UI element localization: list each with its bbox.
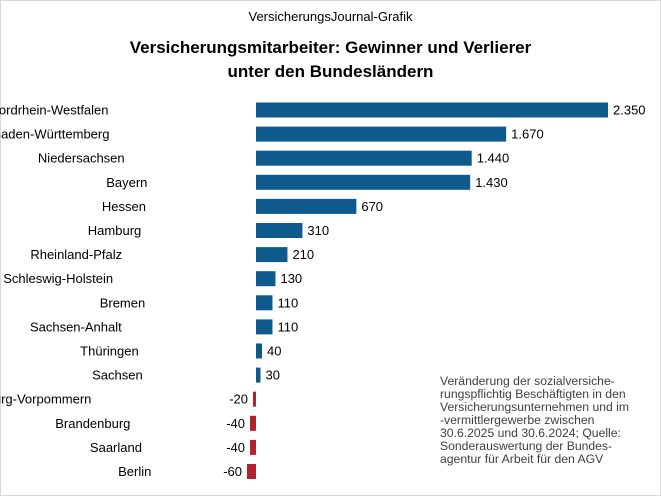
- bar: [256, 319, 273, 335]
- footnote-line: rungspflichtig Beschäftigten in den: [440, 387, 626, 401]
- bar: [256, 367, 261, 383]
- data-label: 30: [265, 368, 279, 383]
- bar: [256, 223, 303, 238]
- footnote-line: Veränderung der sozialversiche-: [440, 374, 615, 388]
- category-label: Brandenburg: [55, 416, 130, 431]
- bar: [250, 415, 256, 431]
- footnote-line: agentur für Arbeit für den AGV: [440, 452, 604, 466]
- source-label: VersicherungsJournal-Grafik: [248, 9, 413, 24]
- data-label: 110: [277, 295, 298, 310]
- category-label: Schleswig-Holstein: [3, 271, 113, 286]
- chart-title-line-1: Versicherungsmitarbeiter: Gewinner und V…: [129, 38, 532, 57]
- category-label: Thüringen: [80, 344, 139, 359]
- data-label: 110: [277, 319, 298, 334]
- category-label: Nordrhein-Westfalen: [0, 103, 109, 118]
- data-label: 40: [267, 344, 281, 359]
- data-label: -40: [226, 416, 245, 431]
- bar: [256, 295, 273, 311]
- data-label: 310: [307, 223, 329, 238]
- chart-title: Versicherungsmitarbeiter: Gewinner und V…: [0, 36, 661, 84]
- data-label: -20: [229, 392, 248, 407]
- bar: [253, 391, 256, 407]
- data-label: -60: [223, 464, 242, 479]
- bar: [256, 198, 357, 214]
- footnote-line: 30.6.2025 und 30.6.2024; Quelle:: [440, 426, 621, 440]
- bar: [250, 439, 256, 455]
- category-label: Berlin: [118, 464, 151, 479]
- data-label: -40: [226, 440, 245, 455]
- bar: [256, 271, 276, 287]
- category-label: Bremen: [100, 295, 146, 310]
- data-label: 670: [361, 199, 383, 214]
- bar: [256, 174, 471, 190]
- bar: [256, 247, 288, 263]
- category-label: Hamburg: [88, 223, 141, 238]
- category-label: Niedersachsen: [38, 151, 125, 166]
- category-label: Bayern: [106, 175, 147, 190]
- category-label: Sachsen: [92, 368, 143, 383]
- data-label: 1.430: [475, 175, 508, 190]
- category-label: Sachsen-Anhalt: [30, 319, 122, 334]
- data-label: 2.350: [613, 103, 646, 118]
- category-label: Hessen: [102, 199, 146, 214]
- data-label: 1.440: [477, 151, 510, 166]
- data-label: 1.670: [511, 127, 544, 142]
- bar: [256, 343, 262, 359]
- category-label: Mecklenburg-Vorpommern: [0, 392, 91, 407]
- data-label: 210: [292, 247, 314, 262]
- category-label: Saarland: [90, 440, 142, 455]
- category-label: Baden-Württemberg: [0, 127, 109, 142]
- chart-title-line-2: unter den Bundesländern: [227, 62, 434, 81]
- footnote-line: -vermittlergewerbe zwischen: [440, 413, 595, 427]
- chart-footnote: Veränderung der sozialversiche- rungspfl…: [440, 375, 661, 466]
- bar: [247, 464, 256, 479]
- category-label: Rheinland-Pfalz: [30, 247, 122, 262]
- footnote-line: Sonderauswertung der Bundes-: [440, 439, 613, 453]
- bar: [256, 150, 472, 166]
- bar: [256, 102, 608, 118]
- data-label: 130: [280, 271, 302, 286]
- bar: [256, 126, 507, 142]
- footnote-line: Versicherungsunternehmen und im: [440, 400, 630, 414]
